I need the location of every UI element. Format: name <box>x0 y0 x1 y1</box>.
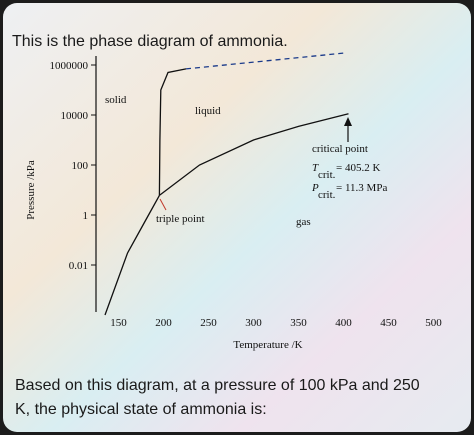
arrow-head <box>344 117 352 126</box>
annotation: triple point <box>156 213 205 225</box>
x-tick-label: 400 <box>335 317 352 329</box>
phase-boundary <box>104 195 160 316</box>
annotation: gas <box>296 216 311 228</box>
x-tick-label: 150 <box>110 317 127 329</box>
x-tick-label: 450 <box>380 317 397 329</box>
annotation: crit. <box>318 189 336 201</box>
y-axis-title: Pressure /kPa <box>25 160 37 220</box>
annotation: = 11.3 MPa <box>336 182 387 194</box>
x-tick-label: 250 <box>200 317 217 329</box>
annotation: critical point <box>312 143 368 155</box>
y-tick-label: 100 <box>72 160 89 172</box>
annotation: solid <box>105 94 127 106</box>
x-tick-label: 350 <box>290 317 307 329</box>
paper <box>3 3 471 432</box>
annotation: = 405.2 K <box>336 162 380 174</box>
y-tick-label: 1 <box>83 210 89 222</box>
question-line: K, the physical state of ammonia is: <box>15 401 267 418</box>
phase-boundary <box>159 113 349 196</box>
x-axis-title: Temperature /K <box>233 339 302 351</box>
annotation: T <box>312 162 319 174</box>
x-tick-label: 300 <box>245 317 262 329</box>
x-tick-label: 200 <box>155 317 172 329</box>
question-line: Based on this diagram, at a pressure of … <box>15 377 420 394</box>
annotation: liquid <box>195 105 221 117</box>
chart-title: This is the phase diagram of ammonia. <box>12 33 288 50</box>
annotation: crit. <box>318 169 336 181</box>
phase-boundary <box>158 68 187 196</box>
y-tick-label: 1000000 <box>50 60 89 72</box>
x-tick-label: 500 <box>425 317 442 329</box>
annotation: P <box>311 182 319 194</box>
y-tick-label: 10000 <box>61 110 89 122</box>
y-tick-label: 0.01 <box>69 260 88 272</box>
arrow <box>159 198 167 211</box>
